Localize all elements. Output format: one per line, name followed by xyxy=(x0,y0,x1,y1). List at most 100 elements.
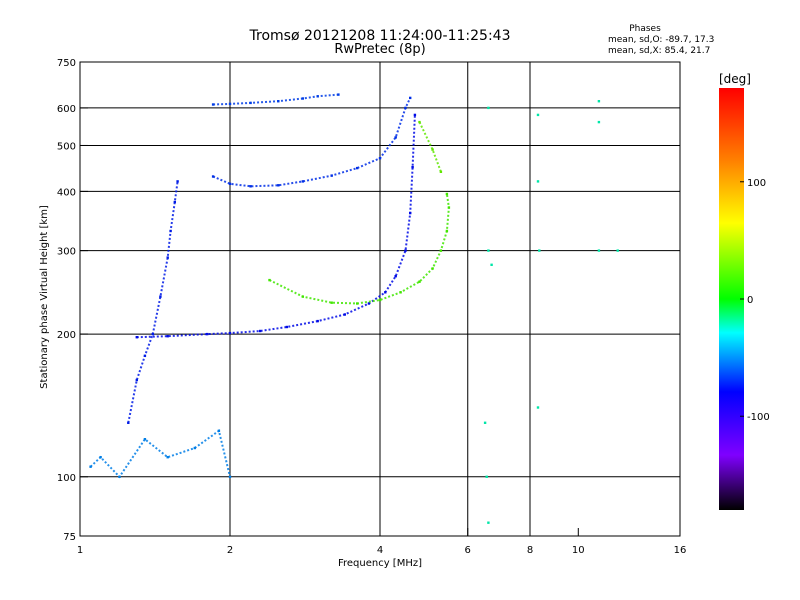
data-point xyxy=(330,301,333,304)
x-tick-label: 1 xyxy=(77,545,83,556)
data-point xyxy=(166,456,169,459)
data-point xyxy=(169,229,172,233)
data-point xyxy=(228,182,232,185)
data-point xyxy=(384,291,387,294)
y-axis-ticks: 75 100 200 300 400 500 600 750 xyxy=(57,58,88,543)
data-point xyxy=(277,184,280,187)
data-point xyxy=(127,421,130,424)
y-tick-label: 300 xyxy=(57,247,76,258)
data-point xyxy=(166,256,169,259)
phases-line-x: mean, sd,X: 85.4, 21.7 xyxy=(608,46,710,56)
trace-line xyxy=(212,97,412,188)
data-point xyxy=(166,335,169,338)
x-tick-label: 6 xyxy=(465,545,471,556)
data-point xyxy=(176,180,179,183)
data-point xyxy=(249,101,252,105)
data-point xyxy=(536,113,540,117)
data-point xyxy=(193,446,196,450)
trace-line xyxy=(418,121,442,173)
data-point xyxy=(431,267,434,270)
x-axis-ticks: 1 2 4 6 8 10 16 xyxy=(77,528,687,556)
data-point xyxy=(487,521,490,524)
data-point xyxy=(431,148,434,151)
data-point xyxy=(173,200,176,204)
data-point xyxy=(445,192,449,196)
data-point xyxy=(439,249,443,252)
colorbar-tick-label: 0 xyxy=(747,295,753,306)
x-tick-label: 10 xyxy=(572,545,585,556)
trace-line xyxy=(136,114,416,339)
data-point xyxy=(118,475,121,478)
x-tick-label: 16 xyxy=(674,545,687,556)
data-point xyxy=(135,378,138,382)
trace-line xyxy=(269,193,450,305)
plot-area: 1 2 4 6 8 10 16 75 100 200 300 400 500 600 750 xyxy=(57,58,686,556)
data-point xyxy=(316,95,319,98)
data-point xyxy=(367,302,371,305)
data-point xyxy=(99,456,102,459)
data-point xyxy=(143,354,147,357)
data-point xyxy=(249,185,252,188)
y-tick-label: 600 xyxy=(57,104,76,115)
data-point xyxy=(211,103,215,106)
data-point xyxy=(483,421,487,424)
y-tick-label: 500 xyxy=(57,141,76,152)
colorbar-gradient xyxy=(719,88,744,510)
data-point xyxy=(445,229,449,233)
data-point xyxy=(151,332,154,336)
data-point xyxy=(597,100,601,103)
data-point xyxy=(301,97,304,100)
phases-title: Phases xyxy=(629,24,661,34)
colorbar-tick-label: 100 xyxy=(747,178,766,189)
data-point xyxy=(356,166,359,170)
phases-line-o: mean, sd,O: -89.7, 17.3 xyxy=(608,35,714,45)
y-tick-label: 200 xyxy=(57,330,76,341)
data-point xyxy=(418,120,421,124)
trace-line xyxy=(89,429,231,479)
data-point xyxy=(143,438,147,441)
colorbar-ticks: 100 0 -100 xyxy=(740,178,770,423)
data-point xyxy=(206,332,209,336)
data-point xyxy=(418,280,421,283)
data-point xyxy=(404,106,407,110)
x-tick-label: 4 xyxy=(377,545,383,556)
data-point xyxy=(411,166,414,169)
data-point xyxy=(404,249,407,252)
y-tick-label: 750 xyxy=(57,58,76,69)
y-tick-label: 100 xyxy=(57,473,76,484)
data-point xyxy=(616,249,619,252)
x-axis-label: Frequency [MHz] xyxy=(338,558,422,569)
data-point xyxy=(285,325,288,329)
data-point xyxy=(159,295,162,298)
y-tick-label: 75 xyxy=(63,532,76,543)
data-point xyxy=(409,96,412,100)
data-point xyxy=(597,120,601,124)
data-point xyxy=(337,93,340,96)
data-point xyxy=(135,336,138,339)
data-point xyxy=(89,465,92,468)
data-point xyxy=(268,278,271,282)
colorbar-tick-label: -100 xyxy=(747,412,770,423)
data-point xyxy=(597,249,601,252)
data-point xyxy=(316,319,319,323)
data-point xyxy=(487,106,490,110)
data-point xyxy=(394,136,397,139)
y-tick-label: 400 xyxy=(57,187,76,198)
data-point xyxy=(490,263,493,266)
data-point xyxy=(413,113,417,117)
data-point xyxy=(343,313,346,316)
data-point xyxy=(536,180,540,183)
data-point xyxy=(378,298,382,302)
data-point xyxy=(330,174,333,177)
trace-line xyxy=(127,181,179,423)
x-tick-label: 8 xyxy=(527,545,533,556)
data-point xyxy=(259,329,262,333)
data-point xyxy=(301,295,304,298)
data-point xyxy=(447,206,451,209)
data-point xyxy=(228,102,232,106)
y-axis-label: Stationary phase Virtual Height [km] xyxy=(39,205,50,389)
data-point xyxy=(228,475,232,478)
data-traces xyxy=(89,93,619,524)
trace-line xyxy=(213,93,339,106)
